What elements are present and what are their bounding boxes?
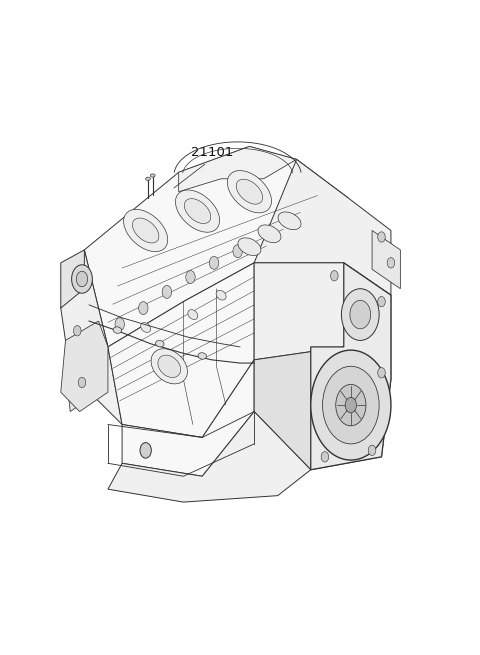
Polygon shape <box>254 159 391 295</box>
Text: 21101: 21101 <box>191 146 233 159</box>
Circle shape <box>73 326 81 336</box>
Ellipse shape <box>278 212 301 230</box>
Circle shape <box>378 232 385 242</box>
Ellipse shape <box>176 190 220 233</box>
Polygon shape <box>254 347 391 470</box>
Circle shape <box>378 297 385 307</box>
Polygon shape <box>61 250 122 424</box>
Ellipse shape <box>156 341 164 347</box>
Circle shape <box>72 265 92 293</box>
Polygon shape <box>61 321 108 411</box>
Circle shape <box>140 443 151 458</box>
Ellipse shape <box>132 218 159 243</box>
Circle shape <box>311 350 391 460</box>
Polygon shape <box>179 147 297 192</box>
Ellipse shape <box>184 198 211 223</box>
Ellipse shape <box>236 179 263 204</box>
Ellipse shape <box>238 238 261 255</box>
Polygon shape <box>108 263 254 438</box>
Circle shape <box>115 318 124 331</box>
Polygon shape <box>84 147 348 347</box>
Ellipse shape <box>198 352 206 359</box>
Circle shape <box>378 367 385 378</box>
Circle shape <box>162 286 172 299</box>
Polygon shape <box>372 231 400 289</box>
Polygon shape <box>65 347 98 411</box>
Circle shape <box>368 445 376 455</box>
Circle shape <box>78 377 86 388</box>
Polygon shape <box>61 250 84 308</box>
Circle shape <box>233 245 242 257</box>
Ellipse shape <box>216 290 226 300</box>
Ellipse shape <box>124 210 168 252</box>
Circle shape <box>336 384 366 426</box>
Circle shape <box>341 289 379 341</box>
Ellipse shape <box>145 177 150 180</box>
Ellipse shape <box>151 348 187 384</box>
Circle shape <box>321 452 329 462</box>
Circle shape <box>350 301 371 329</box>
Ellipse shape <box>158 355 180 377</box>
Ellipse shape <box>258 225 281 242</box>
Circle shape <box>209 256 219 269</box>
Circle shape <box>345 398 357 413</box>
Ellipse shape <box>113 327 121 333</box>
Ellipse shape <box>188 310 198 320</box>
Ellipse shape <box>141 323 151 332</box>
Polygon shape <box>254 263 391 379</box>
Circle shape <box>76 271 88 287</box>
Circle shape <box>323 366 379 444</box>
Polygon shape <box>108 411 311 502</box>
Circle shape <box>139 302 148 314</box>
Polygon shape <box>122 360 254 476</box>
Ellipse shape <box>150 174 155 177</box>
Circle shape <box>186 271 195 284</box>
Circle shape <box>387 257 395 268</box>
Polygon shape <box>311 263 391 470</box>
Ellipse shape <box>228 170 272 213</box>
Circle shape <box>331 271 338 281</box>
